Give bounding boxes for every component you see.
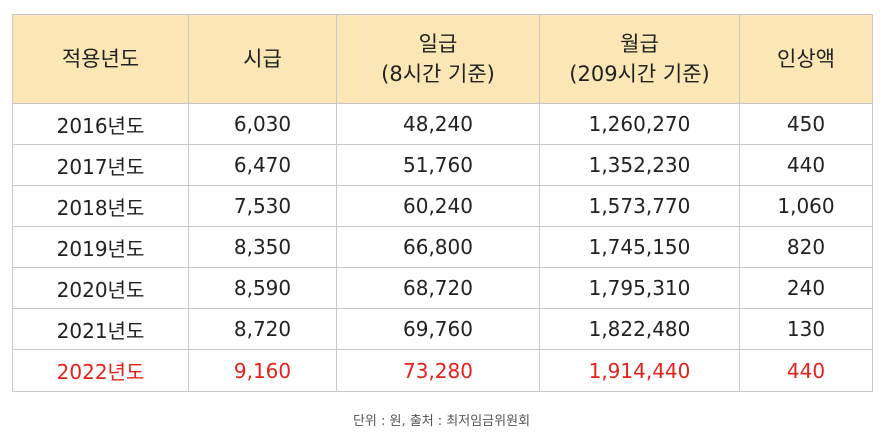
table-row: 2021년도 8,720 69,760 1,822,480 130 bbox=[12, 308, 873, 350]
header-monthly-label: 월급 bbox=[620, 32, 659, 56]
header-hourly-label: 시급 bbox=[243, 47, 282, 71]
header-daily-sublabel: (8시간 기준) bbox=[381, 62, 495, 86]
cell-increase: 240 bbox=[739, 267, 873, 309]
source-caption: 단위 : 원, 출처 : 최저임금위원회 bbox=[352, 414, 531, 429]
header-year-label: 적용년도 bbox=[61, 47, 140, 71]
cell-year: 2021년도 bbox=[12, 308, 189, 350]
cell-monthly: 1,573,770 bbox=[539, 185, 740, 227]
cell-daily: 68,720 bbox=[336, 267, 540, 309]
table-row: 2019년도 8,350 66,800 1,745,150 820 bbox=[12, 226, 873, 268]
table-row: 2016년도 6,030 48,240 1,260,270 450 bbox=[12, 103, 873, 145]
cell-daily: 60,240 bbox=[336, 185, 540, 227]
cell-year: 2016년도 bbox=[12, 103, 189, 145]
header-daily-label: 일급 bbox=[418, 32, 458, 56]
header-increase: 인상액 bbox=[739, 14, 873, 104]
cell-hourly: 6,470 bbox=[188, 144, 337, 186]
header-monthly-sublabel: (209시간 기준) bbox=[569, 62, 710, 86]
header-increase-label: 인상액 bbox=[777, 47, 835, 71]
cell-hourly: 8,350 bbox=[188, 226, 337, 268]
table-row: 2017년도 6,470 51,760 1,352,230 440 bbox=[12, 144, 873, 186]
table-header-row: 적용년도 시급 일급 (8시간 기준) 월급 (209시간 기준) 인상액 bbox=[12, 14, 873, 104]
table-row: 2020년도 8,590 68,720 1,795,310 240 bbox=[12, 267, 873, 309]
cell-daily: 73,280 bbox=[336, 349, 540, 392]
cell-daily: 66,800 bbox=[336, 226, 540, 268]
cell-year: 2022년도 bbox=[12, 349, 189, 392]
cell-hourly: 8,720 bbox=[188, 308, 337, 350]
cell-year: 2018년도 bbox=[12, 185, 189, 227]
cell-daily: 69,760 bbox=[336, 308, 540, 350]
cell-increase: 450 bbox=[739, 103, 873, 145]
wage-table-container: 적용년도 시급 일급 (8시간 기준) 월급 (209시간 기준) 인상액 bbox=[12, 14, 873, 392]
header-hourly-wage: 시급 bbox=[188, 14, 337, 104]
cell-hourly: 9,160 bbox=[188, 349, 337, 392]
cell-monthly: 1,352,230 bbox=[539, 144, 740, 186]
cell-increase: 1,060 bbox=[739, 185, 873, 227]
header-daily-wage: 일급 (8시간 기준) bbox=[336, 14, 540, 104]
cell-hourly: 8,590 bbox=[188, 267, 337, 309]
header-monthly-wage: 월급 (209시간 기준) bbox=[539, 14, 740, 104]
cell-increase: 820 bbox=[739, 226, 873, 268]
minimum-wage-table: 적용년도 시급 일급 (8시간 기준) 월급 (209시간 기준) 인상액 bbox=[12, 14, 873, 392]
cell-monthly: 1,745,150 bbox=[539, 226, 740, 268]
cell-increase: 440 bbox=[739, 349, 873, 392]
cell-year: 2017년도 bbox=[12, 144, 189, 186]
cell-year: 2020년도 bbox=[12, 267, 189, 309]
cell-monthly: 1,822,480 bbox=[539, 308, 740, 350]
table-row: 2018년도 7,530 60,240 1,573,770 1,060 bbox=[12, 185, 873, 227]
cell-hourly: 6,030 bbox=[188, 103, 337, 145]
header-year: 적용년도 bbox=[12, 14, 189, 104]
cell-monthly: 1,260,270 bbox=[539, 103, 740, 145]
cell-monthly: 1,914,440 bbox=[539, 349, 740, 392]
cell-daily: 51,760 bbox=[336, 144, 540, 186]
cell-year: 2019년도 bbox=[12, 226, 189, 268]
cell-increase: 130 bbox=[739, 308, 873, 350]
cell-daily: 48,240 bbox=[336, 103, 540, 145]
cell-increase: 440 bbox=[739, 144, 873, 186]
cell-monthly: 1,795,310 bbox=[539, 267, 740, 309]
cell-hourly: 7,530 bbox=[188, 185, 337, 227]
table-row-highlighted: 2022년도 9,160 73,280 1,914,440 440 bbox=[12, 349, 873, 392]
